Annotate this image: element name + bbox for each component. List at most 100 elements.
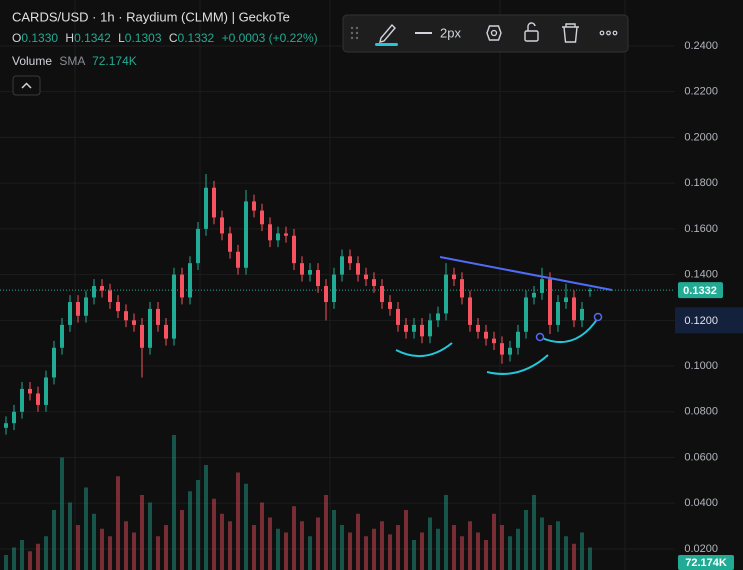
candle-body bbox=[68, 302, 72, 325]
volume-bar bbox=[284, 532, 288, 570]
delete-icon[interactable] bbox=[562, 23, 579, 43]
ohlc-letter: C bbox=[169, 31, 178, 45]
color-swatch[interactable] bbox=[375, 43, 398, 46]
candle-body bbox=[308, 270, 312, 275]
volume-bar bbox=[204, 465, 208, 570]
volume-bar bbox=[372, 528, 376, 570]
candle-body bbox=[180, 274, 184, 298]
grid bbox=[0, 45, 675, 550]
chart-title: CARDS/USD · 1h · Raydium (CLMM) | GeckoT… bbox=[12, 9, 290, 24]
candle-body bbox=[420, 324, 424, 337]
candle-body bbox=[508, 347, 512, 355]
volume-bar bbox=[164, 525, 168, 570]
volume-sma: 72.174K bbox=[92, 54, 137, 68]
volume-bar bbox=[196, 480, 200, 570]
volume-bar bbox=[404, 510, 408, 570]
volume-bar bbox=[428, 517, 432, 570]
volume-pane bbox=[4, 435, 592, 570]
volume-bar bbox=[468, 521, 472, 570]
volume-bar bbox=[396, 525, 400, 570]
crosshair-box bbox=[675, 307, 743, 334]
candle-body bbox=[228, 233, 232, 252]
y-tick-label: 0.2200 bbox=[684, 86, 718, 98]
candle-body bbox=[252, 201, 256, 211]
pencil-icon[interactable] bbox=[379, 23, 396, 43]
style-icon[interactable] bbox=[486, 25, 502, 41]
candle-body bbox=[492, 338, 496, 344]
candle-body bbox=[84, 297, 88, 316]
volume-bar bbox=[108, 536, 112, 570]
candle-body bbox=[20, 388, 24, 412]
volume-bar bbox=[388, 534, 392, 570]
volume-bar bbox=[116, 476, 120, 570]
candle-body bbox=[236, 251, 240, 268]
more-icon[interactable] bbox=[599, 30, 618, 36]
volume-bar bbox=[60, 457, 64, 570]
candle-body bbox=[212, 187, 216, 218]
volume-bar bbox=[12, 547, 16, 570]
volume-title: Volume bbox=[12, 54, 52, 68]
y-tick-label: 0.1400 bbox=[684, 269, 718, 281]
candle-body bbox=[388, 302, 392, 309]
candle-body bbox=[452, 274, 456, 280]
volume-bar bbox=[36, 543, 40, 570]
y-tick-label: 0.0800 bbox=[684, 406, 718, 418]
volume-bar bbox=[244, 483, 248, 570]
candle-body bbox=[548, 279, 552, 325]
volume-bar bbox=[92, 513, 96, 570]
volume-bar bbox=[132, 532, 136, 570]
volume-bar bbox=[84, 487, 88, 570]
volume-bar bbox=[524, 510, 528, 570]
candle-body bbox=[140, 324, 144, 348]
volume-bar bbox=[356, 513, 360, 570]
volume-bar bbox=[52, 510, 56, 570]
ohlc-letter: H bbox=[65, 31, 74, 45]
anchor-point[interactable] bbox=[535, 332, 545, 342]
ohlc-value: 0.1303 bbox=[125, 31, 162, 45]
candle-body bbox=[164, 324, 168, 339]
crosshair-label: 0.1200 bbox=[684, 315, 718, 327]
candle-body bbox=[348, 256, 352, 264]
volume-bar bbox=[292, 506, 296, 570]
lock-icon[interactable] bbox=[524, 30, 539, 42]
curve-drawing[interactable] bbox=[395, 342, 453, 358]
toolbar-bg bbox=[342, 14, 629, 53]
volume-bar bbox=[476, 532, 480, 570]
candle-body bbox=[260, 210, 264, 225]
curve-drawing[interactable] bbox=[486, 354, 549, 375]
candle-body bbox=[100, 286, 104, 291]
volume-bar bbox=[452, 525, 456, 570]
volume-bar bbox=[180, 510, 184, 570]
trend-line[interactable] bbox=[439, 256, 613, 291]
candle-body bbox=[468, 297, 472, 325]
candle-body bbox=[428, 320, 432, 337]
collapse-button[interactable] bbox=[12, 75, 41, 96]
candle-body bbox=[460, 279, 464, 298]
ohlc-value: 0.1330 bbox=[21, 31, 58, 45]
candles bbox=[4, 173, 592, 435]
ohlc-value: 0.1332 bbox=[178, 31, 215, 45]
candle-body bbox=[36, 393, 40, 405]
candle-body bbox=[532, 292, 536, 298]
volume-bar bbox=[28, 551, 32, 570]
volume-bar bbox=[156, 536, 160, 570]
candle-body bbox=[60, 324, 64, 348]
volume-bar bbox=[148, 502, 152, 570]
candle-body bbox=[220, 217, 224, 234]
candle-body bbox=[476, 324, 480, 332]
volume-bar bbox=[548, 525, 552, 570]
candle-body bbox=[588, 290, 592, 292]
volume-bar bbox=[332, 510, 336, 570]
candle-body bbox=[356, 263, 360, 275]
volume-bar bbox=[532, 495, 536, 570]
candle-body bbox=[132, 320, 136, 325]
change: +0.0003 (+0.22%) bbox=[222, 31, 318, 45]
candle-body bbox=[564, 297, 568, 303]
anchor-point[interactable] bbox=[593, 312, 603, 322]
drag-handle[interactable] bbox=[350, 26, 359, 40]
volume-bar bbox=[324, 495, 328, 570]
line-width[interactable]: 2px bbox=[440, 25, 461, 40]
candle-body bbox=[108, 290, 112, 303]
curve-drawing[interactable] bbox=[541, 317, 599, 343]
